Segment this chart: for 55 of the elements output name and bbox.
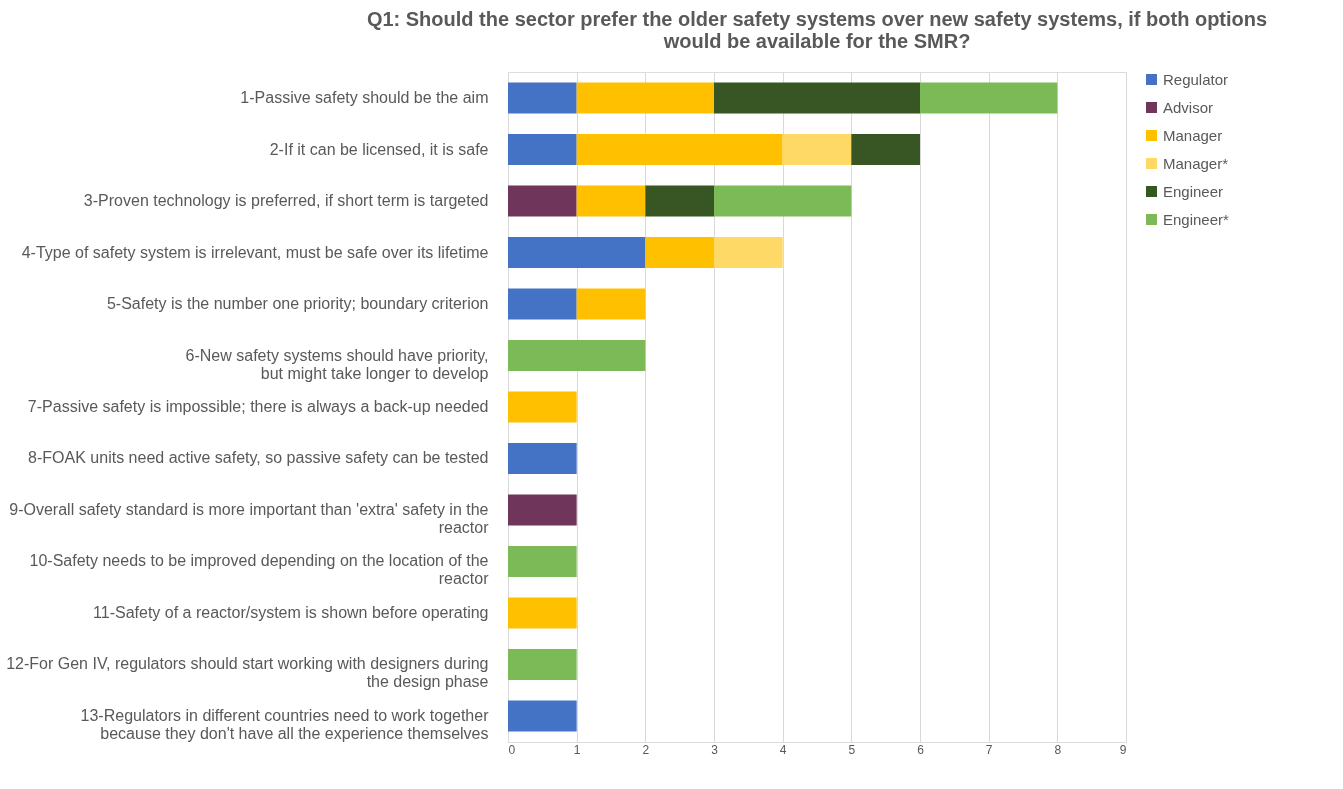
legend-label: Advisor (1163, 98, 1214, 116)
bar (714, 237, 783, 268)
y-tick-label: 6-New safety systems should have priority, but might take longer to develop (185, 346, 489, 382)
bar (576, 288, 646, 320)
y-tick-label: 8-FOAK units need active safety, so passive safety can be tested (28, 449, 489, 467)
y-tick-label: 3-Proven technology is preferred, if short term is targeted (83, 192, 489, 209)
x-tick-label: 7 (985, 742, 993, 757)
legend-label: Manager (1163, 126, 1223, 144)
y-tick-label: 10-Safety needs to be improved depending on the location of the reactor (29, 552, 490, 588)
bar (508, 82, 577, 114)
bar (508, 443, 577, 474)
bar (920, 82, 1058, 114)
bar (576, 82, 714, 114)
bar (576, 134, 783, 166)
bar (508, 237, 646, 268)
bar (645, 237, 714, 268)
bar (782, 134, 852, 166)
y-tick-label: 2-If it can be licensed, it is safe (269, 140, 489, 158)
y-tick-label: 12-For Gen IV, regulators should start working with designers during the design phase (6, 655, 489, 691)
legend-label: Regulator (1163, 70, 1229, 88)
bar (508, 597, 577, 629)
x-tick-label: 1 (573, 742, 581, 757)
y-tick-label: 1-Passive safety should be the aim (240, 89, 489, 107)
bar (508, 288, 577, 320)
x-tick-label: 6 (917, 742, 925, 757)
bar (714, 185, 852, 217)
chart-title: Q1: Should the sector prefer the older safety systems over new safety systems, if both options would be available for the SMR? (366, 8, 1268, 52)
bar (576, 185, 646, 217)
y-tick-label: 4-Type of safety system is irrelevant, must be safe over its lifetime (21, 243, 489, 261)
bar (508, 391, 577, 423)
x-tick-label: 3 (711, 742, 719, 757)
x-tick-label: 2 (642, 742, 650, 757)
bar (851, 134, 920, 166)
x-tick-label: 8 (1054, 742, 1062, 757)
bar (508, 494, 577, 526)
y-tick-label: 13-Regulators in different countries need to work together because they don't have all the experience themselves (80, 706, 490, 742)
legend-label: Manager* (1163, 154, 1229, 172)
x-tick-label: 9 (1119, 742, 1127, 757)
x-tick-label: 4 (779, 742, 787, 757)
y-tick-label: 7-Passive safety is impossible; there is always a back-up needed (27, 398, 489, 415)
legend-label: Engineer (1163, 182, 1224, 200)
bar (508, 340, 646, 371)
bar (508, 700, 577, 732)
bar (508, 134, 577, 166)
y-tick-label: 9-Overall safety standard is more important than 'extra' safety in the reactor (9, 501, 490, 536)
x-tick-label: 5 (848, 742, 856, 757)
y-tick-label: 11-Safety of a reactor/system is shown before operating (93, 604, 489, 621)
x-tick-label: 0 (508, 742, 516, 757)
y-tick-label: 5-Safety is the number one priority; boundary criterion (106, 295, 489, 312)
bar (714, 82, 920, 114)
bar (508, 546, 577, 577)
bar (508, 648, 577, 680)
bar (508, 185, 577, 217)
legend-label: Engineer* (1163, 210, 1230, 228)
bar (645, 185, 714, 217)
